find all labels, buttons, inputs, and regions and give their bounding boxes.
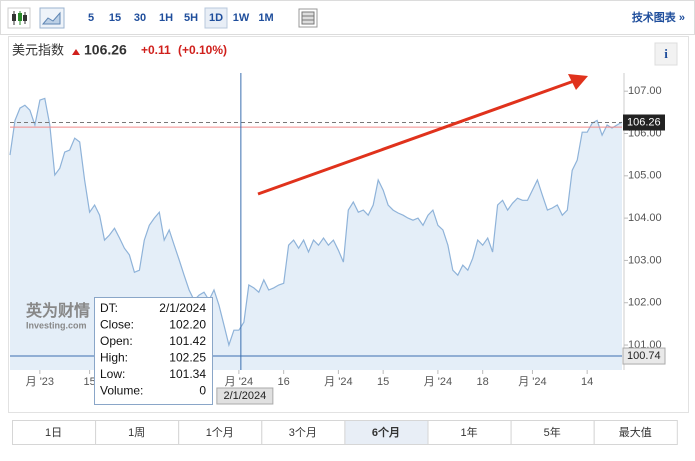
x-tick-label: 14 — [581, 376, 593, 388]
crosshair-x-box — [216, 387, 274, 405]
tooltip-label: Close: — [100, 318, 134, 332]
x-tick-label: 15 — [377, 376, 389, 388]
tooltip-value: 102.20 — [169, 318, 206, 332]
line — [9, 97, 623, 348]
interval-button[interactable]: 1W — [233, 12, 250, 24]
range-button[interactable] — [593, 420, 678, 445]
tooltip-value: 102.25 — [169, 351, 206, 365]
info-button[interactable] — [654, 42, 678, 66]
x-tick-label: 16 — [278, 376, 290, 388]
x-tick-label: 月 '24 — [518, 376, 546, 388]
interval-button[interactable]: 5H — [184, 12, 198, 24]
range-button[interactable] — [510, 420, 595, 445]
tech-chart-link[interactable]: 技术图表 » — [632, 10, 685, 24]
table-icon[interactable] — [298, 8, 318, 28]
range-button[interactable] — [95, 420, 180, 445]
range-button[interactable] — [261, 420, 346, 445]
x-tick-label: 月 '24 — [324, 376, 352, 388]
range-label[interactable]: 3个月 — [289, 426, 317, 439]
change-percent: (+0.10%) — [178, 43, 227, 57]
x-tick-label: 月 '24 — [424, 376, 452, 388]
tooltip-label: High: — [100, 351, 128, 365]
crosshair-y-label: 100.74 — [627, 350, 661, 362]
candle-icon[interactable] — [7, 7, 31, 29]
range-label[interactable]: 最大值 — [619, 425, 652, 439]
tooltip-label: DT: — [100, 301, 118, 315]
interval-button[interactable]: 30 — [134, 12, 146, 24]
range-label[interactable]: 1周 — [128, 426, 145, 439]
range-label[interactable]: 1年 — [460, 425, 477, 439]
x-tick-label: 18 — [477, 376, 489, 388]
crosshair-y-box — [622, 347, 666, 365]
range-label[interactable]: 1个月 — [206, 426, 234, 439]
interval-button[interactable]: 1D — [209, 12, 223, 24]
x-tick-label: 15 — [83, 376, 95, 388]
last-price-box — [623, 114, 665, 131]
range-button[interactable] — [12, 420, 97, 445]
range-label[interactable]: 5年 — [544, 425, 561, 439]
tooltip — [94, 297, 213, 405]
change: +0.11 — [141, 43, 171, 57]
annotation-arrow — [257, 74, 588, 196]
tooltip-label: Open: — [100, 334, 133, 348]
y-tick-label: 107.00 — [628, 85, 662, 97]
area-icon[interactable] — [39, 7, 65, 29]
range-label[interactable]: 6个月 — [372, 425, 400, 439]
interval-selected-bg — [204, 7, 228, 29]
tooltip-label: Volume: — [100, 384, 143, 398]
tooltip-value: 101.42 — [169, 334, 206, 348]
y-tick-label: 104.00 — [628, 212, 662, 224]
interval-button[interactable]: 15 — [109, 12, 121, 24]
tooltip-label: Low: — [100, 367, 125, 381]
watermark-site: Investing.com — [26, 320, 87, 330]
crosshair-x-label: 2/1/2024 — [223, 390, 266, 402]
watermark-brand: 英为财情 — [25, 301, 90, 320]
up-arrow — [72, 49, 80, 55]
y-tick-label: 103.00 — [628, 254, 662, 266]
tooltip-value: 101.34 — [169, 367, 206, 381]
price: 106.26 — [84, 42, 127, 58]
tooltip-value: 2/1/2024 — [159, 301, 206, 315]
interval-button[interactable]: 1H — [159, 12, 173, 24]
toolbar — [0, 0, 695, 35]
x-tick-label: 月 '24 — [225, 376, 253, 388]
range-button[interactable] — [427, 420, 512, 445]
interval-button[interactable]: 1M — [258, 12, 273, 24]
y-tick-label: 102.00 — [628, 297, 662, 309]
y-tick-label: 105.00 — [628, 170, 662, 182]
x-tick-label: 月 '23 — [26, 376, 54, 388]
tooltip-value: 0 — [199, 384, 206, 398]
instrument-name: 美元指数 — [12, 42, 64, 57]
range-label[interactable]: 1日 — [45, 427, 62, 439]
info-icon[interactable]: i — [664, 46, 668, 61]
last-price-label: 106.26 — [627, 116, 661, 128]
interval-button[interactable]: 5 — [88, 12, 94, 24]
range-button[interactable] — [344, 420, 429, 445]
